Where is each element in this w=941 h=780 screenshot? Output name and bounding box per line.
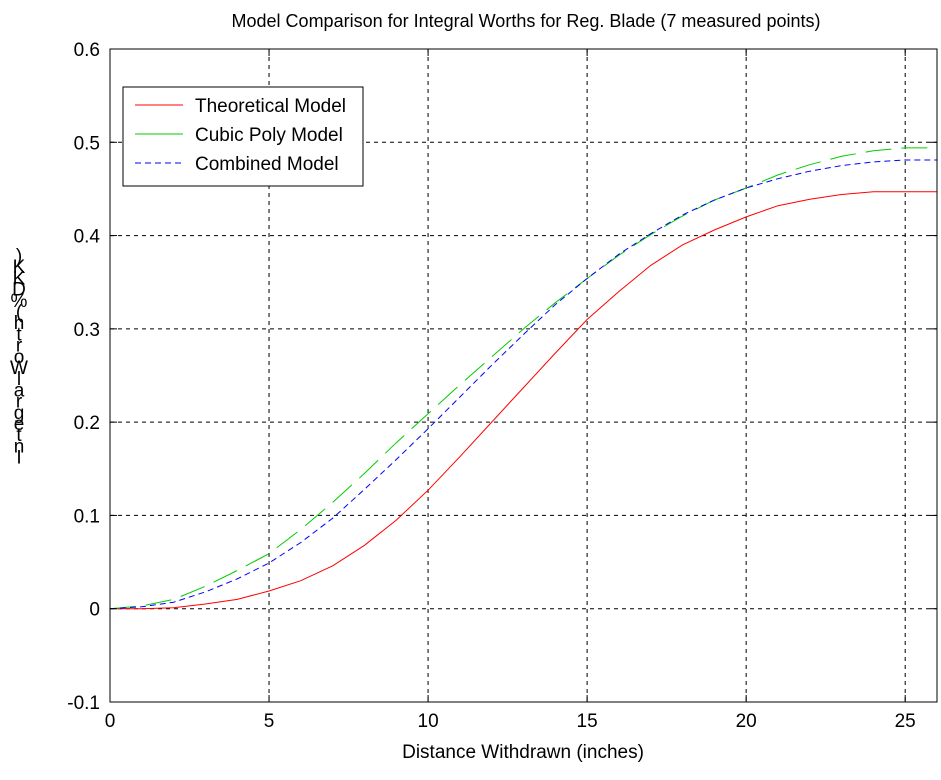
chart-title: Model Comparison for Integral Worths for… [232, 11, 821, 31]
y-tick-label: 0.4 [74, 227, 101, 248]
series-lines [109, 147, 937, 610]
legend: Theoretical Model Cubic Poly Model Combine… [122, 86, 364, 187]
x-tick-label: 25 [895, 711, 916, 732]
y-tick-label: 0.3 [74, 320, 100, 341]
y-tick-label: 0 [89, 600, 100, 621]
x-tick-label: 0 [105, 711, 116, 732]
y-tick-label: 0.5 [74, 133, 100, 154]
y-tick-label: -0.1 [67, 693, 100, 714]
x-axis-label: Distance Withdrawn (inches) [402, 742, 644, 763]
legend-label-theoretical-model: Theoretical Model [195, 96, 346, 117]
x-tick-label: 10 [418, 711, 439, 732]
x-tick-label: 5 [264, 711, 275, 732]
y-tick-label: 0.2 [74, 413, 100, 434]
y-tick-label: 0.6 [74, 40, 100, 61]
legend-label-cubic-poly-model: Cubic Poly Model [195, 125, 343, 146]
y-tick-label: 0.1 [74, 506, 100, 527]
legend-box [122, 86, 364, 187]
plot-frame [109, 48, 938, 703]
x-tick-label: 20 [736, 711, 757, 732]
legend-label-combined-model: Combined Model [195, 154, 339, 175]
series-line-combined-model [109, 159, 937, 610]
series-line-theoretical-model [110, 191, 937, 610]
x-tick-label: 15 [577, 711, 598, 732]
legend-entries: Theoretical Model Cubic Poly Model Combine… [135, 96, 346, 175]
axis-ticks: 0 5 10 15 20 25-0.100.10.20.30.40.50.6 [67, 40, 937, 732]
series-line-cubic-poly-model [109, 147, 937, 610]
